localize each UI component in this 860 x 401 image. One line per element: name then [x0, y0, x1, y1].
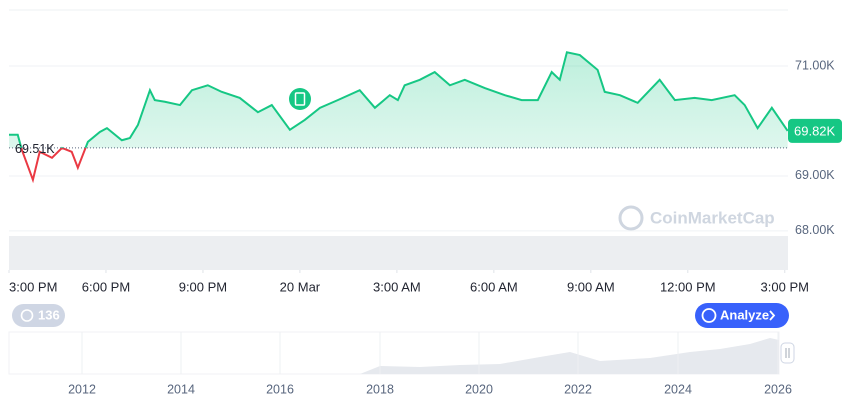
news-icon-doc	[294, 92, 306, 106]
news-icon-bg	[289, 88, 311, 110]
x-tick-label: 9:00 PM	[179, 279, 227, 294]
volume-area	[9, 236, 788, 270]
reference-label: 69.51K	[15, 142, 55, 156]
x-tick-label: 6:00 PM	[82, 279, 130, 294]
x-tick-label: 3:00 PM	[9, 279, 57, 294]
analyze-label: Analyze	[720, 307, 769, 322]
history-pill[interactable]: 136	[12, 304, 65, 327]
price-area	[9, 52, 788, 148]
navigator-label: 2024	[664, 382, 692, 396]
navigator-label: 2026	[764, 382, 792, 396]
current-badge	[788, 118, 842, 143]
current-label: 69.82K	[794, 123, 836, 138]
navigator-label: 2012	[68, 382, 96, 396]
x-tick-label: 12:00 PM	[660, 279, 716, 294]
y-tick-label: 69.00K	[795, 168, 835, 182]
navigator-label: 2018	[366, 382, 394, 396]
watermark-text: CoinMarketCap	[650, 208, 775, 227]
news-icon	[289, 88, 311, 110]
x-tick-label: 20 Mar	[280, 279, 321, 294]
navigator	[8, 331, 795, 375]
navigator-label: 2014	[167, 382, 195, 396]
price-line	[9, 51, 789, 148]
y-tick-label: 71.00K	[795, 58, 835, 72]
navigator-label: 2022	[564, 382, 592, 396]
x-tick-label: 3:00 PM	[761, 279, 809, 294]
watermark: CoinMarketCap	[618, 205, 775, 231]
navigator-label: 2016	[266, 382, 294, 396]
y-tick-label: 68.00K	[795, 223, 835, 237]
history-count: 136	[38, 307, 60, 322]
navigator-label: 2020	[465, 382, 493, 396]
analyze-button[interactable]: Analyze	[695, 303, 789, 328]
x-tick-label: 3:00 AM	[373, 279, 421, 294]
x-tick-label: 6:00 AM	[470, 279, 518, 294]
x-tick-label: 9:00 AM	[567, 279, 615, 294]
